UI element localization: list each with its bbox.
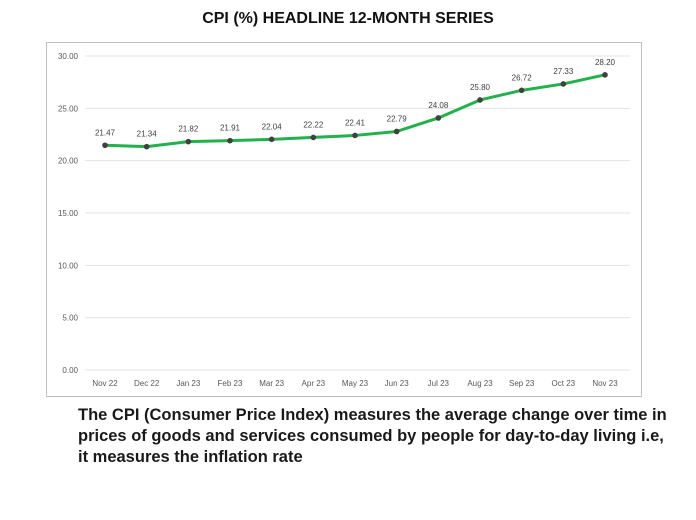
data-point	[268, 136, 275, 143]
x-tick-label: Apr 23	[302, 379, 326, 388]
y-tick-label: 15.00	[58, 209, 79, 218]
data-point	[227, 137, 233, 144]
data-label: 25.80	[470, 83, 491, 92]
data-point	[102, 142, 108, 149]
chart-title: CPI (%) HEADLINE 12-MONTH SERIES	[202, 10, 494, 27]
x-tick-label: Aug 23	[467, 379, 493, 388]
data-label: 22.41	[345, 118, 366, 127]
data-point	[352, 132, 358, 139]
y-tick-label: 20.00	[58, 157, 79, 166]
x-tick-label: Nov 22	[92, 379, 118, 388]
data-label: 21.47	[95, 128, 116, 137]
y-tick-label: 5.00	[62, 314, 78, 323]
data-label: 24.08	[428, 101, 449, 110]
data-point	[435, 115, 442, 121]
data-point	[602, 72, 608, 78]
data-label: 21.34	[137, 130, 158, 139]
y-tick-label: 30.00	[58, 52, 79, 61]
y-tick-label: 0.00	[62, 366, 78, 375]
data-point	[477, 97, 483, 103]
data-label: 21.82	[178, 125, 199, 134]
data-label: 22.22	[303, 120, 324, 129]
data-point	[143, 143, 150, 150]
x-tick-label: Nov 23	[592, 379, 618, 388]
x-tick-label: Mar 23	[259, 379, 284, 388]
data-point	[560, 81, 567, 87]
data-label: 21.91	[220, 124, 241, 133]
x-tick-label: Dec 22	[134, 379, 160, 388]
data-point	[310, 134, 317, 141]
data-label: 28.20	[595, 58, 616, 67]
data-label: 27.33	[553, 67, 574, 76]
cpi-description: The CPI (Consumer Price Index) measures …	[78, 406, 667, 466]
x-tick-label: Oct 23	[552, 379, 576, 388]
data-point	[185, 138, 192, 145]
x-tick-label: May 23	[342, 379, 369, 388]
data-label: 26.72	[512, 73, 533, 82]
y-tick-label: 25.00	[58, 104, 79, 113]
x-tick-label: Sep 23	[509, 379, 535, 388]
x-tick-label: Jul 23	[428, 379, 450, 388]
data-label: 22.04	[262, 122, 283, 131]
x-tick-label: Jun 23	[385, 379, 410, 388]
x-tick-label: Jan 23	[176, 379, 201, 388]
data-point	[518, 87, 525, 94]
data-point	[393, 128, 400, 135]
x-tick-label: Feb 23	[218, 379, 243, 388]
data-label: 22.79	[387, 114, 408, 123]
chart-frame	[46, 42, 642, 397]
y-tick-label: 10.00	[58, 261, 79, 270]
